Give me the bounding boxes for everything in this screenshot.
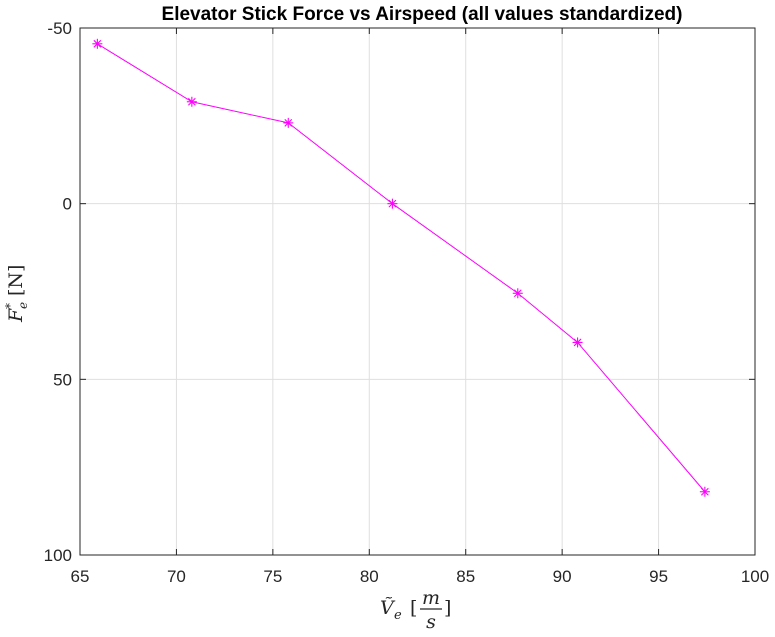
x-tick-label: 65 bbox=[71, 567, 90, 586]
data-point-marker bbox=[186, 96, 197, 107]
x-axis-label: Ṽ e [ m s ] bbox=[380, 587, 451, 633]
x-axis-subscript: e bbox=[394, 608, 402, 623]
data-point-marker bbox=[387, 198, 398, 209]
y-axis-superscript: * bbox=[3, 303, 17, 309]
x-axis-unit-numerator: m bbox=[422, 587, 440, 609]
x-tick-label: 95 bbox=[649, 567, 668, 586]
y-axis-ticks: -50 0 50 100 bbox=[44, 19, 755, 565]
y-axis-subscript: e bbox=[16, 302, 30, 309]
y-tick-label: -50 bbox=[47, 19, 72, 38]
data-point-marker bbox=[283, 117, 294, 128]
x-axis-unit-open: [ bbox=[410, 597, 417, 619]
data-point-marker bbox=[699, 486, 710, 497]
x-axis-unit-close: ] bbox=[444, 597, 451, 619]
chart-title: Elevator Stick Force vs Airspeed (all va… bbox=[162, 4, 683, 25]
x-axis-unit-denominator: s bbox=[426, 611, 436, 633]
data-point-marker bbox=[512, 288, 523, 299]
y-axis-label: F * e [N] bbox=[3, 265, 30, 323]
x-tick-label: 80 bbox=[360, 567, 379, 586]
x-axis-ticks: 65 70 75 80 85 90 95 100 bbox=[71, 28, 769, 586]
data-point-marker bbox=[92, 38, 103, 49]
y-tick-label: 100 bbox=[44, 546, 72, 565]
y-axis-symbol: F bbox=[5, 308, 27, 323]
x-tick-label: 100 bbox=[741, 567, 769, 586]
series-line bbox=[97, 43, 706, 493]
x-tick-label: 85 bbox=[456, 567, 475, 586]
y-axis-unit: [N] bbox=[5, 265, 27, 296]
x-tick-label: 75 bbox=[263, 567, 282, 586]
x-tick-label: 90 bbox=[553, 567, 572, 586]
plot-area-frame bbox=[79, 27, 756, 556]
grid-lines bbox=[79, 27, 756, 556]
data-series bbox=[92, 38, 710, 497]
data-point-marker bbox=[572, 337, 583, 348]
y-tick-label: 0 bbox=[63, 195, 72, 214]
y-tick-label: 50 bbox=[53, 370, 72, 389]
x-tick-label: 70 bbox=[167, 567, 186, 586]
x-axis-symbol: Ṽ bbox=[380, 597, 396, 619]
